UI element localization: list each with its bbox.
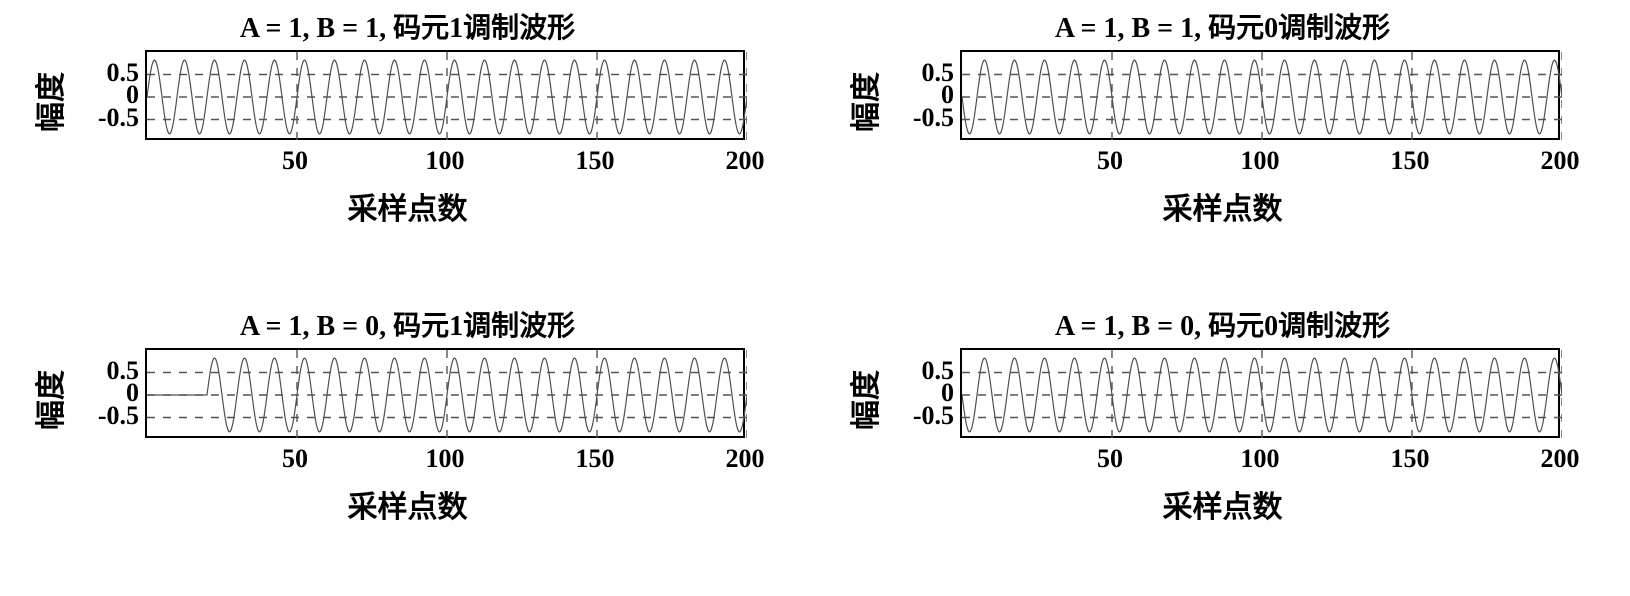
panel-p22: A = 1, B = 0, 码元0调制波形-0.500.550100150200… <box>815 298 1630 596</box>
panel-title: A = 1, B = 1, 码元1调制波形 <box>0 6 815 46</box>
xlabel: 采样点数 <box>815 482 1630 526</box>
ylabel: 幅度 <box>26 72 70 132</box>
xtick-label: 50 <box>1080 444 1140 474</box>
panel-title: A = 1, B = 0, 码元0调制波形 <box>815 304 1630 344</box>
xtick-label: 150 <box>565 444 625 474</box>
xtick-label: 200 <box>715 146 775 176</box>
xtick-label: 100 <box>1230 146 1290 176</box>
xtick-label: 200 <box>715 444 775 474</box>
plot-svg <box>962 350 1562 440</box>
panel-title: A = 1, B = 1, 码元0调制波形 <box>815 6 1630 46</box>
xlabel: 采样点数 <box>0 184 815 228</box>
panel-title: A = 1, B = 0, 码元1调制波形 <box>0 304 815 344</box>
xlabel: 采样点数 <box>0 482 815 526</box>
xtick-label: 100 <box>415 444 475 474</box>
plot-area <box>145 348 745 438</box>
xtick-label: 100 <box>1230 444 1290 474</box>
plot-area <box>960 348 1560 438</box>
xtick-label: 50 <box>265 444 325 474</box>
plot-svg <box>962 52 1562 142</box>
plot-area <box>960 50 1560 140</box>
ytick-label: 0.5 <box>884 58 954 88</box>
xtick-label: 50 <box>265 146 325 176</box>
panel-p11: A = 1, B = 1, 码元1调制波形-0.500.550100150200… <box>0 0 815 298</box>
xtick-label: 50 <box>1080 146 1140 176</box>
ylabel: 幅度 <box>26 370 70 430</box>
panel-p12: A = 1, B = 1, 码元0调制波形-0.500.550100150200… <box>815 0 1630 298</box>
xtick-label: 200 <box>1530 146 1590 176</box>
xlabel: 采样点数 <box>815 184 1630 228</box>
ytick-label: 0.5 <box>69 58 139 88</box>
xtick-label: 150 <box>1380 146 1440 176</box>
plot-area <box>145 50 745 140</box>
ytick-label: 0.5 <box>69 356 139 386</box>
ytick-label: 0.5 <box>884 356 954 386</box>
xtick-label: 150 <box>565 146 625 176</box>
xtick-label: 100 <box>415 146 475 176</box>
xtick-label: 150 <box>1380 444 1440 474</box>
chart-grid: A = 1, B = 1, 码元1调制波形-0.500.550100150200… <box>0 0 1630 596</box>
ylabel: 幅度 <box>841 72 885 132</box>
plot-svg <box>147 350 747 440</box>
plot-svg <box>147 52 747 142</box>
ylabel: 幅度 <box>841 370 885 430</box>
xtick-label: 200 <box>1530 444 1590 474</box>
panel-p21: A = 1, B = 0, 码元1调制波形-0.500.550100150200… <box>0 298 815 596</box>
